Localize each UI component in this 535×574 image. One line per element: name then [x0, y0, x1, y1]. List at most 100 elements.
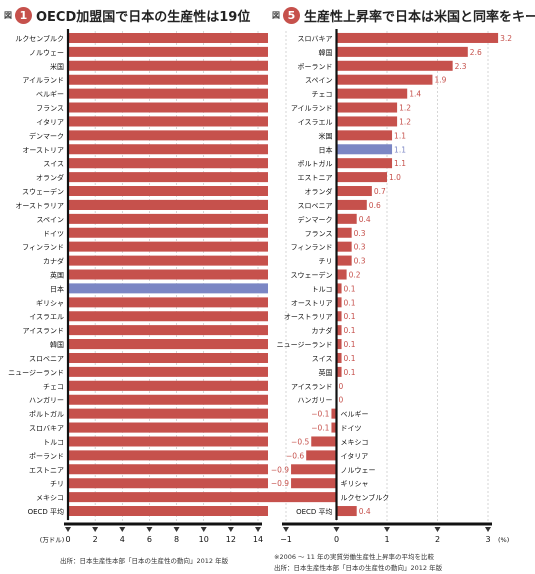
- bar: [336, 269, 347, 280]
- category-label: スロベニア: [29, 355, 64, 363]
- category-label: イタリア: [36, 117, 64, 126]
- category-label: スロバキア: [298, 35, 333, 43]
- value-label: 0.1: [344, 298, 356, 307]
- bar: [336, 227, 352, 238]
- category-label: ベルギー: [341, 411, 369, 419]
- category-label: チリ: [319, 258, 333, 266]
- value-label: 1.1: [394, 145, 406, 154]
- category-label: フランス: [36, 105, 64, 113]
- bar: [68, 213, 268, 224]
- figure-mark: 図: [4, 10, 12, 20]
- bar: [336, 144, 393, 155]
- category-label: イスラエル: [298, 118, 333, 126]
- category-label: デンマーク: [298, 215, 333, 224]
- category-label: フィンランド: [22, 244, 64, 252]
- bar: [336, 255, 352, 266]
- bar: [336, 130, 393, 141]
- bar: [331, 422, 337, 433]
- category-label: エストニア: [298, 174, 333, 182]
- category-label: フィンランド: [291, 244, 333, 252]
- category-label: ニュージーランド: [8, 369, 64, 377]
- category-label: スロバキア: [29, 425, 64, 433]
- chart-title-5: 図 5 生産性上昇率で日本は米国と同率をキープ: [272, 4, 535, 26]
- tick-mark: [434, 527, 441, 532]
- category-label: オーストリア: [22, 146, 64, 154]
- category-label: オランダ: [305, 187, 333, 196]
- bar: [68, 32, 268, 43]
- value-label: −0.9: [271, 479, 289, 488]
- category-label: ポルトガル: [29, 410, 64, 419]
- tick-label: −1: [280, 535, 292, 544]
- tick-label: 0: [65, 535, 70, 544]
- value-label: 0.2: [349, 271, 361, 280]
- bar: [336, 199, 367, 210]
- category-label: 日本: [50, 284, 64, 293]
- bar: [336, 325, 342, 336]
- bar: [68, 199, 268, 210]
- bar: [68, 60, 268, 71]
- category-label: ニュージーランド: [277, 341, 333, 349]
- value-label: 3.2: [500, 34, 512, 43]
- value-label: 0.1: [344, 340, 356, 349]
- category-label: エストニア: [29, 466, 64, 474]
- bar: [68, 436, 268, 447]
- bar: [68, 269, 268, 280]
- tick-label: 2: [435, 535, 440, 544]
- tick-label: 6: [147, 535, 152, 544]
- bar: [68, 311, 268, 322]
- bar: [68, 380, 268, 391]
- value-label: 0: [339, 382, 344, 391]
- bar: [336, 241, 352, 252]
- tick-label: 0: [334, 535, 339, 544]
- axis-unit-label: (万ドル): [40, 536, 65, 544]
- bar: [68, 366, 268, 377]
- growth-rate-bar-chart: スロバキア 3.2 韓国 2.6 ポーランド 2.3 スペイン 1.9 チェコ 1.4 アイルランド…: [268, 29, 512, 544]
- category-label: 英国: [319, 368, 333, 377]
- tick-label: 12: [226, 535, 236, 544]
- chart-title-1: 図 1 OECD加盟国で日本の生産性は19位: [4, 4, 250, 26]
- tick-label: 8: [174, 535, 179, 544]
- category-label: スウェーデン: [291, 271, 333, 280]
- bar: [68, 241, 268, 252]
- category-label: スウェーデン: [22, 187, 64, 196]
- tick-mark: [200, 527, 207, 532]
- category-label: ハンガリー: [298, 396, 333, 405]
- tick-label: 1: [384, 535, 389, 544]
- category-label: ノルウェー: [29, 49, 64, 57]
- bar: [336, 506, 357, 517]
- category-label: オランダ: [36, 173, 64, 182]
- category-label: ベルギー: [36, 91, 64, 99]
- value-label: 1.4: [409, 90, 421, 99]
- bar: [68, 339, 268, 350]
- value-label: 0.4: [359, 507, 371, 516]
- bar: [68, 450, 268, 461]
- value-label: 0: [339, 396, 344, 405]
- category-label: ギリシャ: [341, 480, 369, 488]
- tick-mark: [65, 527, 71, 532]
- category-label: 米国: [50, 62, 64, 71]
- category-label: ドイツ: [43, 230, 64, 238]
- category-label: 韓国: [50, 340, 64, 349]
- productivity-bar-chart: ルクセンブルク126,121ノルウェー120,456米国106,170アイルラン…: [8, 29, 268, 544]
- value-label: 0.1: [344, 368, 356, 377]
- bar: [336, 102, 398, 113]
- bar: [336, 186, 372, 197]
- category-label: ノルウェー: [341, 466, 376, 474]
- tick-label: 4: [120, 535, 125, 544]
- value-label: 1.2: [399, 117, 411, 126]
- bar: [68, 172, 268, 183]
- category-label: アイルランド: [291, 105, 333, 113]
- bar: [306, 450, 337, 461]
- bar: [336, 60, 453, 71]
- category-label: OECD 平均: [28, 507, 64, 516]
- category-label: ポーランド: [298, 63, 333, 71]
- category-label: イタリア: [341, 451, 369, 460]
- bar: [336, 297, 342, 308]
- bar: [68, 227, 268, 238]
- category-label: アイルランド: [22, 77, 64, 85]
- chart-panel-growth-rate: 図 5 生産性上昇率で日本は米国と同率をキープ スロバキア 3.2 韓国 2.6 ポーラ…: [268, 0, 535, 574]
- category-label: メキシコ: [341, 438, 369, 446]
- bar: [68, 422, 268, 433]
- bar: [68, 283, 268, 294]
- value-label: 2.6: [470, 48, 482, 57]
